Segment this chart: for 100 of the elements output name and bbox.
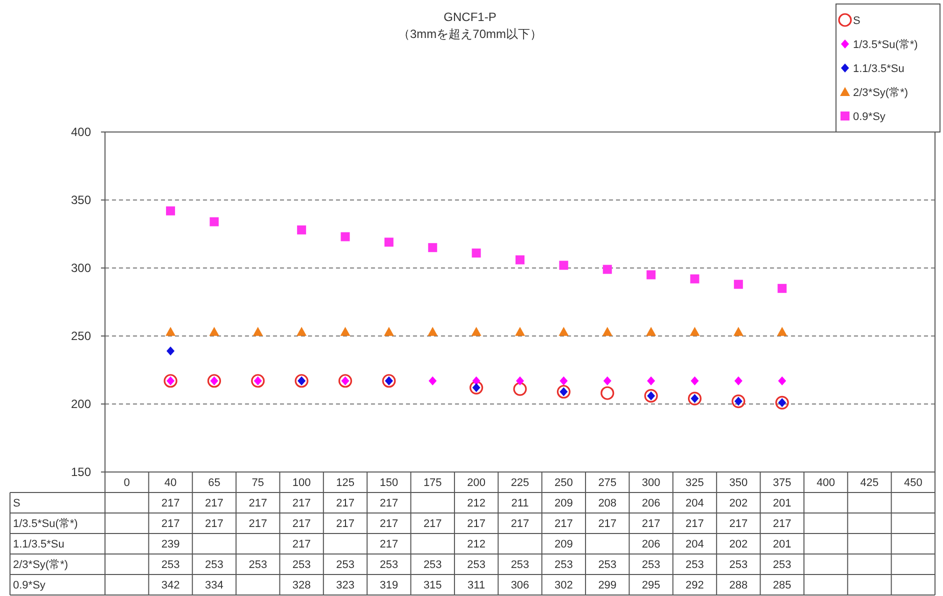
data-label: 206 (642, 498, 660, 510)
data-label: 253 (161, 559, 180, 571)
x-tick-label: 300 (642, 477, 660, 489)
point (777, 326, 788, 336)
point (207, 374, 222, 388)
point (733, 326, 744, 336)
point (688, 392, 702, 406)
data-label: 217 (380, 538, 398, 550)
x-tick-label: 150 (380, 477, 398, 489)
data-label: 253 (554, 559, 573, 571)
data-label: 217 (729, 518, 748, 530)
data-label: 217 (336, 498, 354, 510)
data-label: 217 (292, 538, 311, 550)
point (560, 376, 568, 386)
data-label: 209 (554, 498, 573, 510)
data-label: 217 (642, 518, 660, 530)
data-label: 253 (292, 559, 311, 571)
point (516, 255, 524, 264)
point (470, 380, 484, 394)
point (690, 376, 699, 386)
point (690, 326, 700, 336)
data-label: 217 (161, 518, 180, 530)
legend-label: 1.1/3.5*Su (853, 63, 904, 75)
data-label: 217 (205, 498, 224, 510)
point (472, 376, 480, 386)
y-tick-label: 200 (70, 397, 92, 411)
point (428, 376, 437, 386)
data-label: 217 (380, 498, 398, 510)
data-label: 253 (380, 559, 398, 571)
point (558, 326, 569, 336)
x-tick-label: 75 (252, 477, 264, 489)
data-label: 292 (686, 580, 704, 592)
point (340, 232, 350, 242)
x-tick-label: 0 (124, 477, 130, 489)
point (778, 284, 787, 293)
x-tick-label: 450 (904, 477, 922, 489)
data-label: 217 (598, 518, 617, 530)
data-label: 217 (248, 498, 268, 510)
x-tick-label: 175 (423, 477, 442, 489)
point (734, 280, 743, 289)
data-label: 299 (598, 580, 617, 592)
legend-label: 2/3*Sy(常*) (853, 86, 908, 99)
data-label: 217 (380, 518, 398, 530)
x-tick-label: 375 (772, 477, 792, 489)
data-label: 239 (161, 538, 180, 550)
data-label: 253 (510, 559, 530, 571)
data-label: 319 (380, 580, 398, 592)
x-tick-label: 275 (598, 477, 617, 489)
point (603, 376, 612, 386)
point (556, 384, 570, 399)
x-tick-label: 350 (729, 477, 748, 489)
point (602, 326, 612, 336)
data-label: 206 (642, 538, 660, 550)
y-tick-label: 400 (70, 125, 92, 139)
text: S (13, 498, 20, 510)
data-label: 253 (248, 559, 268, 571)
point (382, 374, 396, 388)
data-label: 217 (510, 518, 530, 530)
data-label: 202 (729, 498, 748, 510)
data-label: 323 (336, 580, 354, 592)
data-label: 253 (642, 559, 660, 571)
data-label: 217 (467, 518, 486, 530)
data-label: 253 (205, 559, 224, 571)
point (164, 374, 178, 388)
x-tick-label: 225 (510, 477, 530, 489)
y-tick-label: 150 (70, 465, 92, 479)
chart-title: GNCF1-P (444, 10, 496, 24)
x-tick-label: 125 (336, 477, 354, 489)
point (166, 346, 175, 356)
point (251, 374, 265, 388)
point (252, 326, 263, 336)
data-label: 208 (598, 498, 617, 510)
data-label: 342 (161, 580, 180, 592)
point (600, 386, 614, 400)
x-tick-label: 425 (860, 477, 879, 489)
point (646, 326, 656, 336)
point (513, 382, 527, 396)
point (516, 376, 524, 386)
data-label: 253 (423, 559, 442, 571)
data-label: 204 (686, 498, 704, 510)
point (297, 225, 306, 234)
point (296, 326, 307, 336)
point (210, 217, 219, 226)
point (338, 374, 352, 388)
point (384, 326, 394, 336)
text: 1/3.5*Su(常*) (13, 518, 78, 530)
point (294, 374, 308, 388)
point (644, 389, 658, 403)
data-label: 211 (511, 498, 529, 510)
data-label: 204 (686, 538, 704, 550)
data-label: 217 (772, 518, 792, 530)
point (647, 376, 656, 386)
text: 0.9*Sy (13, 580, 46, 592)
point (559, 260, 568, 270)
point (778, 376, 786, 386)
text: 2/3*Sy(常*) (13, 559, 68, 571)
data-label: 288 (729, 580, 748, 592)
x-tick-label: 250 (554, 477, 573, 489)
data-label: 253 (467, 559, 486, 571)
data-label: 302 (554, 580, 573, 592)
